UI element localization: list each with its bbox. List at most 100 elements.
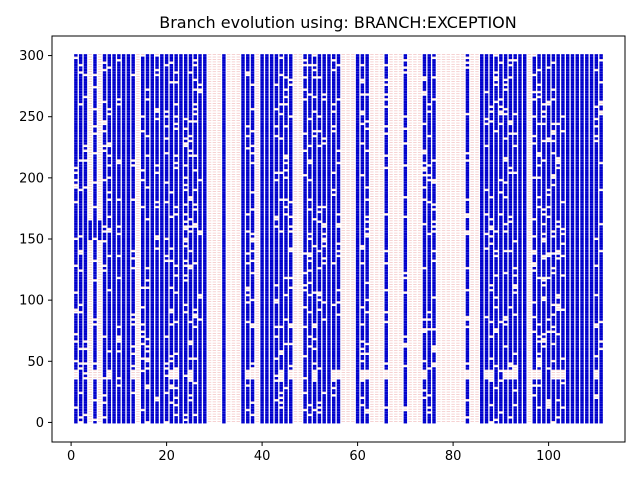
branch-absent-marker [102,61,107,63]
branch-present-marker [164,262,169,265]
branch-absent-marker [207,100,212,102]
branch-absent-marker [117,159,121,161]
branch-present-marker [203,298,207,302]
branch-present-marker [107,413,112,417]
branch-absent-marker [212,181,217,183]
branch-absent-marker [207,332,212,334]
branch-absent-marker [145,88,150,90]
branch-present-marker [164,389,169,392]
branch-present-marker [141,174,145,177]
branch-present-marker [169,328,174,331]
branch-present-marker [198,301,202,304]
branch-present-marker [78,296,83,299]
branch-present-marker [145,254,150,258]
branch-present-marker [145,308,150,311]
branch-present-marker [78,232,83,236]
branch-absent-marker [207,403,212,405]
branch-absent-marker [217,262,221,263]
branch-absent-marker [207,88,212,90]
branch-absent-marker [217,296,221,298]
branch-present-marker [121,90,126,94]
branch-present-marker [83,330,88,333]
branch-present-marker [150,279,154,282]
branch-present-marker [117,284,121,287]
branch-absent-marker [88,403,92,405]
branch-present-marker [150,230,154,233]
branch-absent-marker [131,345,135,347]
branch-absent-marker [217,352,221,354]
branch-absent-marker [217,110,221,112]
branch-present-marker [188,298,193,302]
branch-present-marker [78,213,83,216]
branch-present-marker [102,313,107,316]
branch-absent-marker [88,132,92,134]
branch-present-marker [121,151,126,155]
branch-present-marker [183,54,188,57]
branch-present-marker [102,154,107,157]
branch-present-marker [164,399,169,402]
branch-absent-marker [183,127,188,129]
branch-present-marker [74,66,78,69]
branch-column [102,54,107,424]
branch-absent-marker [226,330,231,332]
branch-present-marker [78,225,83,228]
branch-present-marker [93,247,97,250]
branch-absent-marker [107,254,112,256]
branch-present-marker [150,281,154,285]
branch-present-marker [179,381,183,385]
branch-absent-marker [212,328,217,329]
branch-present-marker [78,169,83,172]
branch-absent-marker [207,413,212,415]
branch-present-marker [112,112,116,116]
branch-present-marker [164,320,169,324]
branch-absent-marker [217,98,221,99]
branch-absent-marker [88,315,92,317]
branch-absent-marker [183,279,188,280]
branch-present-marker [179,399,183,402]
branch-present-marker [203,357,207,360]
branch-absent-marker [198,293,202,295]
branch-present-marker [193,176,197,179]
branch-present-marker [174,222,178,226]
branch-present-marker [164,166,169,170]
branch-absent-marker [88,71,92,73]
branch-absent-marker [102,225,107,227]
branch-present-marker [160,193,164,196]
branch-present-marker [112,178,116,182]
branch-absent-marker [164,115,169,117]
branch-present-marker [107,218,112,221]
branch-present-marker [83,379,88,382]
branch-present-marker [107,244,112,248]
branch-absent-marker [212,225,217,227]
branch-present-marker [126,318,131,321]
branch-present-marker [179,372,183,375]
branch-present-marker [203,218,207,221]
branch-present-marker [78,352,83,355]
branch-present-marker [183,161,188,165]
branch-present-marker [150,291,154,294]
branch-present-marker [131,191,135,194]
branch-absent-marker [136,354,140,356]
branch-present-marker [193,242,197,245]
branch-present-marker [174,169,178,172]
branch-present-marker [93,364,97,368]
branch-present-marker [102,210,107,214]
branch-present-marker [141,59,145,62]
branch-absent-marker [136,359,140,361]
branch-absent-marker [217,117,221,119]
branch-absent-marker [98,83,102,85]
branch-present-marker [198,247,202,250]
branch-absent-marker [207,171,212,173]
branch-present-marker [160,394,164,397]
branch-present-marker [203,54,207,57]
branch-present-marker [83,76,88,79]
branch-absent-marker [141,369,145,371]
branch-present-marker [198,181,202,184]
branch-present-marker [222,416,226,419]
branch-present-marker [107,232,112,236]
branch-present-marker [117,218,121,221]
branch-present-marker [203,374,207,377]
branch-present-marker [193,196,197,199]
branch-present-marker [83,232,88,236]
branch-present-marker [112,266,116,270]
